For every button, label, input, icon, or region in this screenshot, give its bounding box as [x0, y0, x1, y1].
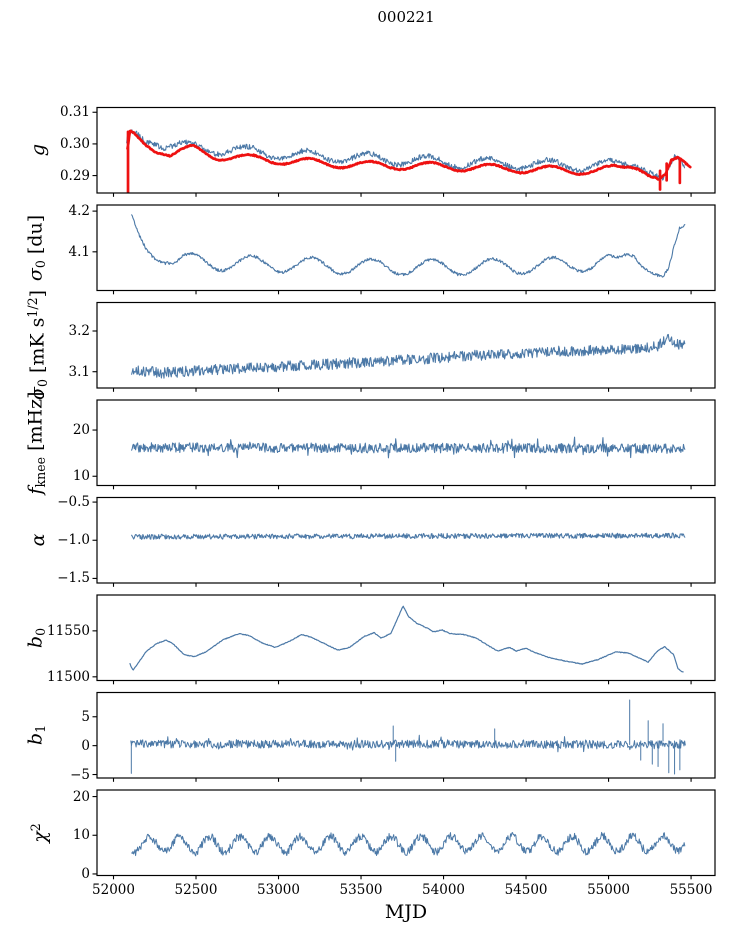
panel-frame: [96, 594, 716, 682]
panel-frame: [96, 204, 716, 292]
panel-b0: [92, 594, 716, 685]
panel-chi2: [92, 789, 716, 880]
series-chi2: [131, 831, 686, 857]
panel-alpha: [92, 496, 716, 587]
figure-title: 000221: [377, 8, 435, 26]
panel-frame: [96, 399, 716, 487]
series-sigma0-du: [131, 214, 686, 278]
x-axis-title: MJD: [384, 901, 428, 923]
panel-frame: [96, 301, 716, 389]
series-fknee: [131, 436, 686, 459]
panel-frame: [96, 691, 716, 779]
panel-frame: [96, 106, 716, 194]
series-g-model: [126, 129, 692, 193]
series-g-data: [126, 129, 686, 181]
panel-sigma0-mks: [92, 301, 716, 392]
panel-sigma0-du: [92, 204, 716, 295]
panel-gain: [92, 106, 716, 197]
series-b0: [129, 605, 684, 673]
series-b1: [130, 699, 686, 775]
panel-b1: [92, 691, 716, 782]
series-sigma0-mks: [131, 333, 686, 379]
panel-fknee: [92, 399, 716, 490]
panel-frame: [96, 789, 716, 877]
series-alpha: [131, 532, 686, 540]
panel-frame: [96, 496, 716, 584]
